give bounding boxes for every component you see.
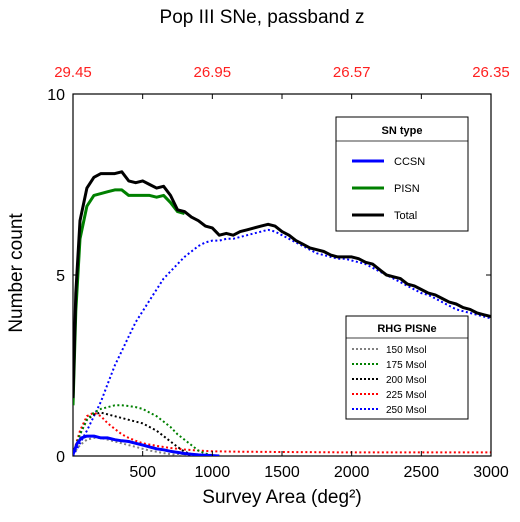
y-tick-label: 0 bbox=[56, 449, 65, 466]
legend-entry-label: 175 Msol bbox=[386, 360, 427, 371]
legend-box bbox=[345, 315, 469, 420]
top-axis-tick-label: 26.57 bbox=[333, 64, 371, 81]
top-axis: 29.45 26.95 26.57 26.35 bbox=[54, 64, 510, 81]
y-axis-label: Number count bbox=[6, 213, 27, 333]
legend-title: RHG PISNe bbox=[377, 323, 436, 335]
series-line-pisn bbox=[73, 188, 185, 406]
top-axis-tick-label: 29.45 bbox=[54, 64, 92, 81]
y-tick-label: 10 bbox=[47, 87, 65, 104]
x-tick-label: 2000 bbox=[334, 464, 370, 481]
series-line-250-msol bbox=[73, 228, 491, 456]
x-tick-label: 500 bbox=[129, 464, 156, 481]
x-tick-label: 2500 bbox=[404, 464, 440, 481]
legend-box bbox=[335, 116, 469, 232]
series-line-total bbox=[73, 170, 491, 399]
x-tick-label: 1500 bbox=[264, 464, 300, 481]
legend-sn-type: SN type CCSN PISN Total bbox=[335, 116, 469, 232]
legend-entry-label: 150 Msol bbox=[386, 345, 427, 356]
legend-title: SN type bbox=[382, 125, 423, 137]
x-tick-label: 1000 bbox=[195, 464, 231, 481]
legend-entry-label: CCSN bbox=[394, 156, 425, 168]
top-axis-tick-label: 26.35 bbox=[472, 64, 510, 81]
x-axis: 500 1000 1500 2000 2500 3000 bbox=[129, 94, 509, 481]
series-group bbox=[73, 170, 491, 456]
x-tick-label: 3000 bbox=[473, 464, 509, 481]
series-line-150-msol bbox=[73, 436, 220, 456]
chart-title: Pop III SNe, passband z bbox=[160, 7, 365, 28]
series-line-225-msol bbox=[73, 411, 491, 455]
series-line-ccsn bbox=[73, 434, 220, 456]
legend-rhg-pisne: RHG PISNe 150 Msol 175 Msol 200 Msol 225 Mso… bbox=[345, 315, 469, 420]
series-line-200-msol bbox=[73, 411, 206, 456]
legend-entry-label: 250 Msol bbox=[386, 405, 427, 416]
legend-entry-label: 200 Msol bbox=[386, 375, 427, 386]
legend-entry-label: 225 Msol bbox=[386, 390, 427, 401]
x-axis-label: Survey Area (deg²) bbox=[202, 487, 361, 508]
legend-entry-label: Total bbox=[394, 210, 417, 222]
top-axis-tick-label: 26.95 bbox=[194, 64, 232, 81]
y-axis: 0 5 10 bbox=[47, 87, 491, 466]
series-line-175-msol bbox=[73, 404, 220, 456]
plot-area bbox=[73, 170, 491, 456]
y-tick-label: 5 bbox=[56, 268, 65, 285]
legend-entry-label: PISN bbox=[394, 183, 420, 195]
